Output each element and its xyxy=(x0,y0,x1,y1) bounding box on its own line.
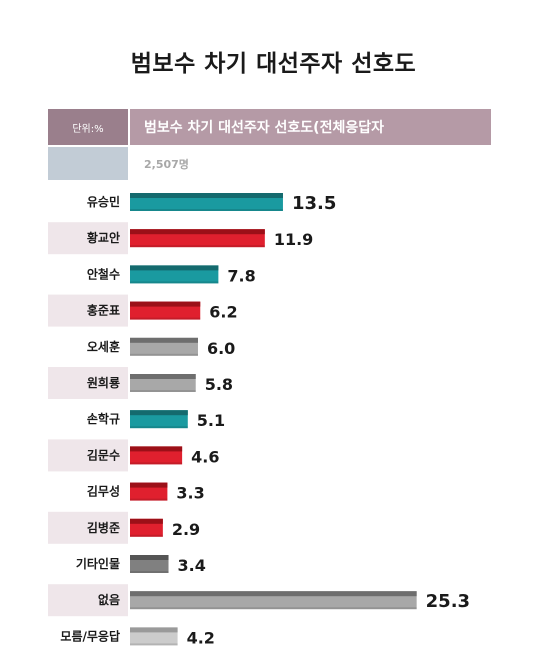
category-cell xyxy=(48,439,128,472)
value-label: 13.5 xyxy=(292,193,336,214)
value-label: 3.3 xyxy=(176,484,204,503)
bar xyxy=(130,265,219,284)
chart-title: 범보수 차기 대선주자 선호도 xyxy=(130,51,417,77)
category-label: 황교안 xyxy=(87,230,120,245)
value-label: 25.3 xyxy=(426,591,470,612)
value-label: 4.2 xyxy=(187,628,215,647)
category-label: 없음 xyxy=(98,592,120,607)
value-label: 11.9 xyxy=(274,230,313,249)
category-label: 원희룡 xyxy=(87,375,120,390)
value-label: 3.4 xyxy=(178,556,206,575)
category-cell xyxy=(48,222,128,255)
category-label: 홍준표 xyxy=(87,303,120,318)
category-cell xyxy=(48,475,128,508)
bar xyxy=(130,446,183,465)
value-label: 7.8 xyxy=(227,266,255,285)
category-cell xyxy=(48,367,128,399)
bar xyxy=(130,591,417,610)
category-label: 김문수 xyxy=(87,447,120,462)
series-header: 범보수 차기 대선주자 선호도(전체응답자 xyxy=(130,109,491,145)
category-cell xyxy=(48,620,128,653)
bar xyxy=(130,374,196,392)
bar xyxy=(130,301,201,320)
bar xyxy=(130,410,188,429)
bar xyxy=(130,229,265,248)
category-cell xyxy=(48,186,128,218)
value-label: 4.6 xyxy=(191,447,219,466)
value-label: 5.1 xyxy=(197,411,225,430)
unit-label: 단위:% xyxy=(48,109,128,145)
category-label: 기타인물 xyxy=(76,556,120,571)
category-cell xyxy=(48,258,128,291)
category-cell xyxy=(48,511,128,544)
category-cell xyxy=(48,584,128,617)
category-cell xyxy=(48,294,128,327)
value-label: 2.9 xyxy=(172,520,200,539)
category-label: 김병준 xyxy=(87,520,120,535)
bar xyxy=(130,482,168,501)
bar xyxy=(130,555,169,573)
sample-size-label: 2,507명 xyxy=(144,158,189,171)
bar xyxy=(130,337,198,356)
bar xyxy=(130,193,283,211)
category-cell xyxy=(48,330,128,363)
bar xyxy=(130,627,178,646)
value-label: 5.8 xyxy=(205,375,233,394)
category-label: 김무성 xyxy=(87,484,120,499)
category-cell xyxy=(48,403,128,436)
category-label: 손학규 xyxy=(87,411,120,426)
value-label: 6.0 xyxy=(207,339,235,358)
category-cell xyxy=(48,548,128,580)
category-label: 안철수 xyxy=(87,266,120,281)
category-label: 오세훈 xyxy=(87,339,120,354)
category-label: 모름/무응답 xyxy=(60,628,120,643)
sample-swatch xyxy=(48,147,128,180)
category-label: 유승민 xyxy=(87,194,120,209)
bar xyxy=(130,518,163,537)
value-label: 6.2 xyxy=(209,303,237,322)
